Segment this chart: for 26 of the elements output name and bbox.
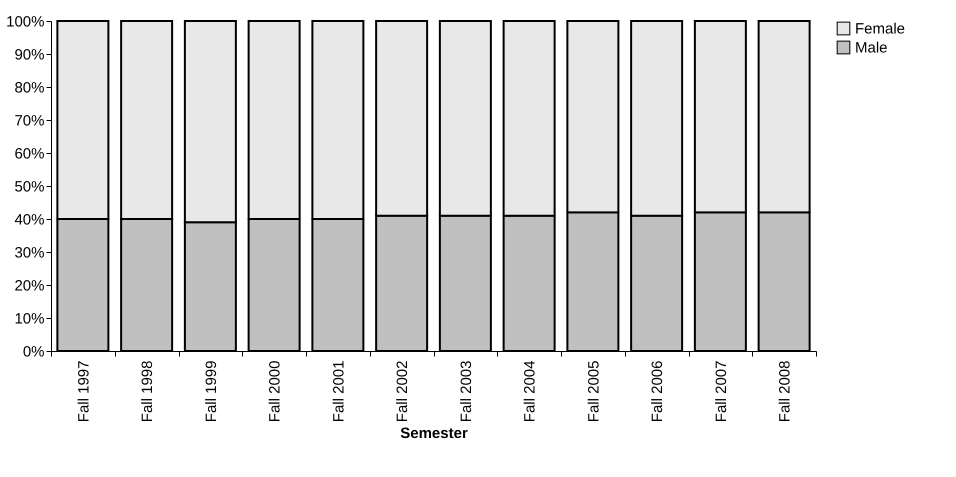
- x-tick-label: Fall 2007: [712, 360, 730, 422]
- x-tick-label: Fall 2005: [585, 360, 602, 422]
- x-tick-label: Fall 1997: [75, 360, 92, 422]
- x-tick-label: Fall 2006: [649, 360, 666, 422]
- y-tick-label: 50%: [14, 178, 44, 196]
- y-tick-label: 10%: [14, 310, 44, 328]
- x-tick-label: Fall 2004: [522, 360, 539, 422]
- y-tick-label: 100%: [6, 14, 44, 30]
- legend-label: Female: [855, 20, 906, 38]
- y-tick-label: 20%: [14, 278, 44, 294]
- x-tick-label: Fall 1998: [139, 360, 156, 422]
- y-tick-label: 30%: [14, 244, 44, 262]
- y-tick-label: 60%: [14, 146, 44, 162]
- x-tick-label: Fall 2000: [266, 360, 284, 422]
- x-axis-title: Semester: [400, 425, 468, 442]
- x-tick-label: Fall 2002: [394, 360, 412, 422]
- y-tick-label: 90%: [14, 46, 44, 64]
- x-tick-label: Fall 1999: [202, 360, 220, 422]
- y-tick-label: 80%: [14, 80, 44, 96]
- legend-label: Male: [855, 40, 888, 56]
- y-tick-label: 0%: [22, 344, 44, 360]
- x-tick-label: Fall 2001: [330, 360, 348, 422]
- y-tick-label: 40%: [14, 212, 44, 228]
- x-tick-label: Fall 2003: [458, 360, 475, 422]
- x-tick-label: Fall 2008: [776, 360, 794, 422]
- y-tick-label: 70%: [14, 112, 44, 130]
